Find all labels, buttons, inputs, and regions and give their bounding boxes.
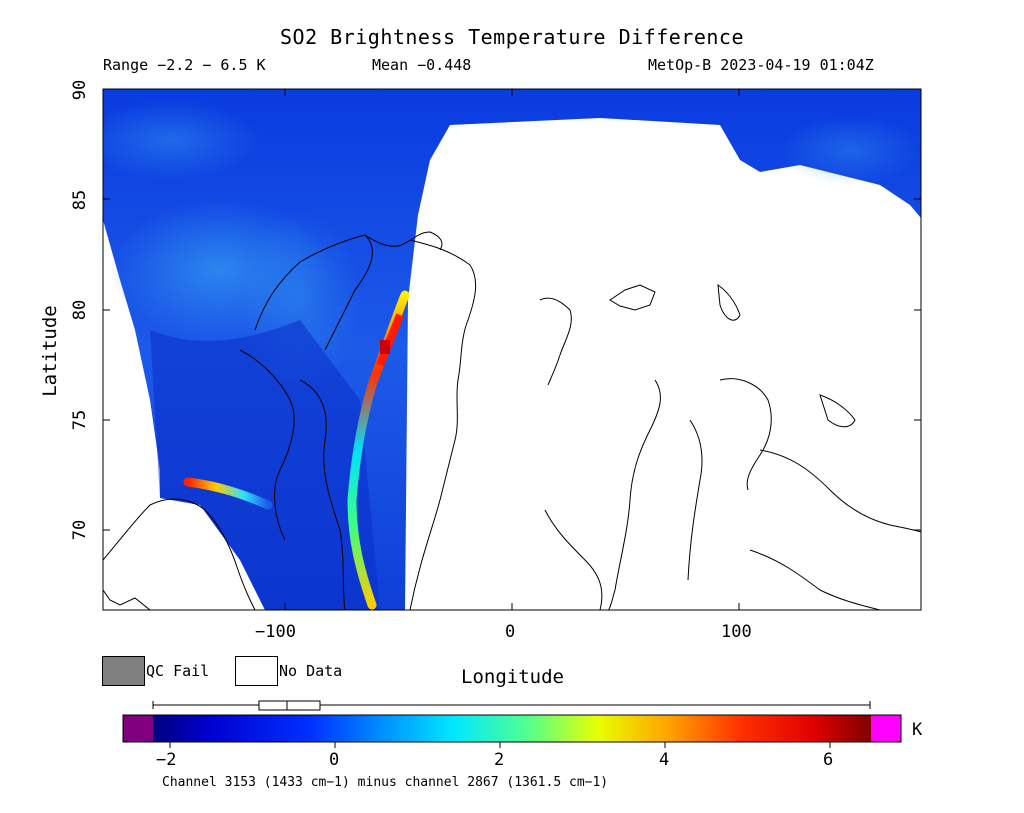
- lon-tick-0: 0: [505, 622, 516, 642]
- cb-tick-0: 0: [329, 750, 340, 770]
- cb-tick-4: 4: [659, 750, 670, 770]
- lon-tick-100: 100: [721, 622, 752, 642]
- cb-tick-2: 2: [494, 750, 505, 770]
- lon-ticks: [284, 89, 740, 610]
- mean-text: Mean −0.448: [372, 56, 472, 74]
- channel-footer: Channel 3153 (1433 cm−1) minus channel 2…: [162, 775, 609, 790]
- cb-tick-6: 6: [823, 750, 834, 770]
- x-axis-label: Longitude: [461, 666, 564, 688]
- no-data-label: No Data: [279, 662, 343, 680]
- range-whisker: [152, 700, 871, 711]
- colorbar-ticks: [169, 742, 831, 748]
- colorbar-unit: K: [912, 720, 923, 740]
- range-text: Range −2.2 − 6.5 K: [103, 56, 266, 74]
- coastlines: [103, 231, 921, 610]
- so2-arc: [183, 477, 273, 510]
- cb-tick-neg2: −2: [156, 750, 177, 770]
- colorbar-gradient: [153, 715, 871, 742]
- no-data-swatch: [235, 656, 278, 686]
- colorbar-over: [871, 715, 901, 742]
- colorbar-under: [123, 715, 153, 742]
- qc-fail-label: QC Fail: [146, 662, 210, 680]
- lat-ticks: [103, 88, 921, 531]
- qc-fail-swatch: [102, 656, 145, 686]
- satellite-time-text: MetOp-B 2023-04-19 01:04Z: [648, 56, 874, 74]
- chart-title: SO2 Brightness Temperature Difference: [279, 25, 745, 49]
- lon-tick-neg100: −100: [255, 622, 296, 642]
